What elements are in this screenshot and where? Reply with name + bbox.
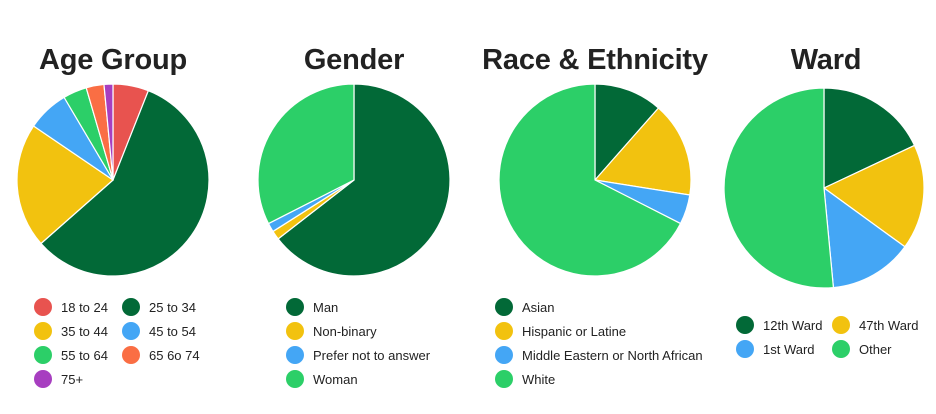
legend-label: Middle Eastern or North African bbox=[522, 347, 703, 363]
pie-slice-woman bbox=[257, 83, 355, 225]
legend-item: Non-binary bbox=[286, 321, 377, 341]
legend-label: 35 to 44 bbox=[61, 323, 108, 339]
chart-title: Race & Ethnicity bbox=[482, 44, 708, 76]
age-group-pie bbox=[16, 83, 210, 277]
ward-panel: Ward 12th Ward 47th Ward 1st Ward Other bbox=[722, 0, 930, 414]
chart-title: Age Group bbox=[38, 44, 188, 76]
legend-item: Asian bbox=[495, 297, 555, 317]
pie-slice-25-to-34 bbox=[40, 90, 210, 277]
legend-item: 75+ bbox=[34, 369, 83, 389]
pie-slice-hispanic-or-latine bbox=[594, 107, 692, 196]
legend-swatch bbox=[736, 340, 754, 358]
legend-swatch bbox=[34, 370, 52, 388]
legend-label: Asian bbox=[522, 299, 555, 315]
legend-swatch bbox=[832, 316, 850, 334]
legend-swatch bbox=[832, 340, 850, 358]
legend-label: Prefer not to answer bbox=[313, 347, 431, 363]
pie-slice-75 bbox=[103, 83, 114, 181]
legend-item: 45 to 54 bbox=[122, 321, 196, 341]
legend-item: Prefer not to answer bbox=[286, 345, 430, 365]
legend-label: 75+ bbox=[61, 371, 84, 387]
legend-item: Middle Eastern or North African bbox=[495, 345, 703, 365]
legend-item: 1st Ward bbox=[736, 339, 815, 359]
legend-item: 65 6o 74 bbox=[122, 345, 200, 365]
ward-legend: 12th Ward 47th Ward 1st Ward Other bbox=[736, 315, 930, 365]
legend-swatch bbox=[736, 316, 754, 334]
legend-label: 18 to 24 bbox=[61, 299, 108, 315]
legend-swatch bbox=[34, 322, 52, 340]
race-ethnicity-panel: Race & Ethnicity Asian Hispanic or Latin… bbox=[480, 0, 710, 414]
legend-label: 55 to 64 bbox=[61, 347, 108, 363]
chart-title: Gender bbox=[303, 44, 405, 76]
race-ethnicity-legend: Asian Hispanic or Latine Middle Eastern … bbox=[495, 297, 710, 397]
pie-slice-12th-ward bbox=[823, 87, 916, 189]
legend-swatch bbox=[34, 346, 52, 364]
age-group-panel: Age Group 18 to 24 25 to 34 35 to 44 45 … bbox=[0, 0, 226, 414]
race-ethnicity-pie bbox=[498, 83, 692, 277]
gender-panel: Gender Man Non-binary Prefer not to answ… bbox=[256, 0, 452, 414]
legend-swatch bbox=[122, 298, 140, 316]
legend-swatch bbox=[34, 298, 52, 316]
pie-slice-1st-ward bbox=[823, 187, 906, 289]
legend-swatch bbox=[122, 322, 140, 340]
legend-swatch bbox=[122, 346, 140, 364]
legend-item: 25 to 34 bbox=[122, 297, 196, 317]
pie-slice-man bbox=[277, 83, 451, 277]
ward-pie bbox=[723, 87, 925, 289]
pie-slice-47th-ward bbox=[823, 144, 925, 248]
legend-item: White bbox=[495, 369, 555, 389]
legend-swatch bbox=[286, 346, 304, 364]
gender-pie bbox=[257, 83, 451, 277]
legend-swatch bbox=[495, 298, 513, 316]
legend-swatch bbox=[495, 322, 513, 340]
legend-item: Other bbox=[832, 339, 892, 359]
legend-label: 12th Ward bbox=[763, 317, 823, 333]
legend-item: 12th Ward bbox=[736, 315, 823, 335]
legend-label: 65 6o 74 bbox=[149, 347, 200, 363]
legend-item: Man bbox=[286, 297, 338, 317]
legend-label: Hispanic or Latine bbox=[522, 323, 627, 339]
legend-label: White bbox=[522, 371, 556, 387]
legend-label: 25 to 34 bbox=[149, 299, 196, 315]
pie-slice-white bbox=[498, 83, 682, 277]
legend-swatch bbox=[286, 298, 304, 316]
pie-slice-other bbox=[723, 87, 835, 289]
legend-label: 45 to 54 bbox=[149, 323, 196, 339]
age-group-legend: 18 to 24 25 to 34 35 to 44 45 to 54 55 t… bbox=[34, 297, 234, 397]
gender-legend: Man Non-binary Prefer not to answer Woma… bbox=[286, 297, 456, 397]
legend-label: Man bbox=[313, 299, 339, 315]
legend-item: Hispanic or Latine bbox=[495, 321, 626, 341]
legend-label: Woman bbox=[313, 371, 358, 387]
legend-item: 35 to 44 bbox=[34, 321, 108, 341]
legend-label: 47th Ward bbox=[859, 317, 919, 333]
chart-title: Ward bbox=[790, 44, 862, 76]
legend-label: Non-binary bbox=[313, 323, 377, 339]
legend-label: 1st Ward bbox=[763, 341, 815, 357]
legend-label: Other bbox=[859, 341, 892, 357]
legend-item: Woman bbox=[286, 369, 358, 389]
legend-swatch bbox=[286, 322, 304, 340]
legend-item: 55 to 64 bbox=[34, 345, 108, 365]
legend-item: 47th Ward bbox=[832, 315, 919, 335]
legend-swatch bbox=[286, 370, 304, 388]
legend-swatch bbox=[495, 370, 513, 388]
legend-swatch bbox=[495, 346, 513, 364]
legend-item: 18 to 24 bbox=[34, 297, 108, 317]
pie-slice-asian bbox=[594, 83, 660, 181]
pie-slice-35-to-44 bbox=[16, 125, 114, 245]
